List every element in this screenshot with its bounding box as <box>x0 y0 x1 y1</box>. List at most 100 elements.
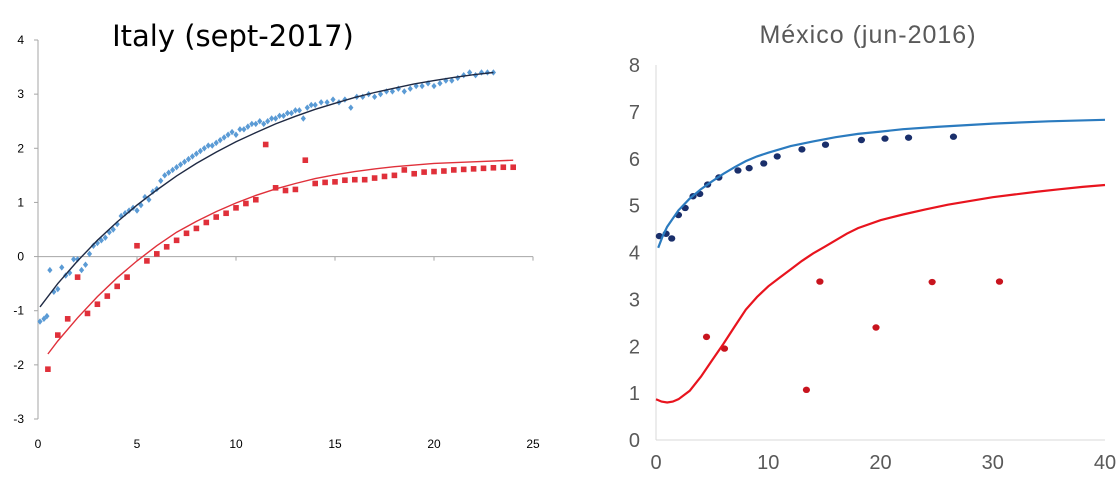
italy-point <box>300 115 306 122</box>
mexico-chart-title: México (jun-2016) <box>759 21 976 49</box>
italy-y-tick-label: -3 <box>13 412 24 426</box>
italy-point <box>411 170 417 177</box>
italy-point <box>407 85 413 92</box>
italy-point <box>304 104 310 111</box>
mexico-point <box>720 345 729 352</box>
italy-point <box>361 176 368 183</box>
italy-point <box>284 109 291 117</box>
mexico-y-tick-label: 2 <box>629 336 640 358</box>
italy-point <box>75 256 81 263</box>
italy-point <box>245 123 251 130</box>
italy-point <box>377 90 384 98</box>
mexico-y-tick-label: 1 <box>629 383 640 405</box>
italy-point <box>82 261 89 268</box>
italy-point <box>181 158 188 166</box>
italy-point <box>273 115 279 122</box>
italy-x-tick-label: 10 <box>229 437 243 451</box>
italy-point <box>401 88 407 95</box>
italy-point <box>272 185 279 191</box>
italy-point <box>276 112 283 119</box>
italy-point <box>280 112 287 119</box>
mexico-point <box>872 324 880 331</box>
italy-point <box>308 101 314 109</box>
italy-point <box>55 285 61 293</box>
italy-point <box>59 264 65 271</box>
italy-y-tick-label: -1 <box>13 304 24 318</box>
italy-point <box>292 107 298 114</box>
italy-point <box>253 196 259 203</box>
italy-point <box>193 150 199 157</box>
italy-fit-line-3 <box>47 159 514 355</box>
italy-point <box>381 173 388 180</box>
italy-point <box>455 74 461 82</box>
italy-point <box>441 168 447 174</box>
italy-x-tick-label: 15 <box>328 437 342 451</box>
italy-point <box>154 185 160 193</box>
italy-point <box>322 179 328 186</box>
italy-point <box>71 256 77 263</box>
italy-point <box>342 177 348 184</box>
italy-point <box>241 126 247 133</box>
mexico-point <box>802 386 811 394</box>
italy-point <box>173 237 180 244</box>
italy-point <box>233 131 239 138</box>
italy-point <box>138 201 144 209</box>
italy-y-tick-label: 0 <box>17 250 24 264</box>
italy-point <box>237 126 243 133</box>
italy-point <box>292 186 299 193</box>
mexico-y-tick-label: 8 <box>629 55 640 77</box>
italy-chart: Italy (sept-2017) -3 -2 -1 0 1 2 3 4 0 5 10 15 20 25 <box>13 19 540 451</box>
italy-point <box>213 214 219 220</box>
italy-point <box>330 96 336 103</box>
mexico-point <box>773 153 781 160</box>
mexico-point <box>949 133 958 140</box>
italy-point <box>201 145 207 152</box>
italy-point <box>262 141 269 148</box>
italy-y-tick-label: -2 <box>13 358 24 372</box>
italy-y-tick-label: 4 <box>17 33 24 47</box>
italy-point <box>205 142 211 149</box>
italy-point <box>183 230 190 237</box>
italy-point <box>472 71 479 79</box>
italy-point <box>225 131 231 138</box>
italy-point <box>419 82 425 90</box>
mexico-point <box>668 235 676 242</box>
italy-point <box>44 312 50 320</box>
mexico-point <box>857 136 866 144</box>
italy-point <box>197 147 203 155</box>
italy-chart-title: Italy (sept-2017) <box>112 19 354 53</box>
italy-point <box>55 332 61 338</box>
italy-x-tick-label: 20 <box>427 437 441 451</box>
mexico-point <box>881 135 889 142</box>
italy-point <box>296 107 302 114</box>
italy-fit-line-1 <box>39 71 494 308</box>
italy-point <box>391 172 398 179</box>
italy-x-tick-label: 0 <box>35 437 42 451</box>
mexico-point <box>760 160 768 167</box>
italy-point <box>389 88 396 95</box>
italy-x-tick-label: 25 <box>526 437 540 451</box>
italy-x-tick-label: 5 <box>134 437 141 451</box>
mexico-y-tick-label: 3 <box>629 289 640 311</box>
italy-point <box>37 318 43 325</box>
mexico-point <box>904 134 913 141</box>
italy-point <box>142 193 148 201</box>
italy-point <box>94 301 101 308</box>
mexico-x-tick-label: 40 <box>1094 452 1116 474</box>
italy-point <box>146 196 152 203</box>
italy-point <box>342 96 348 103</box>
italy-point <box>74 274 81 280</box>
mexico-y-tick-label: 0 <box>629 430 640 452</box>
italy-point <box>64 316 71 322</box>
italy-point <box>451 167 457 173</box>
italy-point <box>288 109 295 117</box>
italy-point <box>360 93 366 101</box>
italy-point <box>134 207 140 214</box>
italy-y-tick-label: 1 <box>17 195 24 209</box>
italy-point <box>437 80 443 87</box>
italy-point <box>490 164 497 171</box>
italy-point <box>114 283 120 290</box>
italy-point <box>324 99 330 106</box>
italy-point <box>352 176 358 183</box>
